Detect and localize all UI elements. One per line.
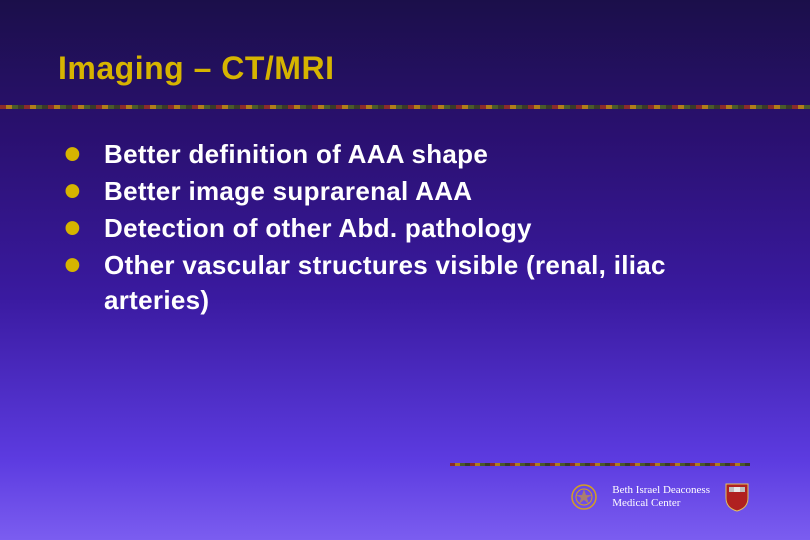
title-divider: [0, 105, 810, 109]
org-name: Beth Israel Deaconess Medical Center: [612, 484, 710, 509]
org-logo-block: Beth Israel Deaconess Medical Center: [612, 484, 710, 509]
slide: Imaging – CT/MRI Better definition of AA…: [0, 0, 810, 540]
org-name-line2: Medical Center: [612, 497, 710, 510]
bullet-item: Better image suprarenal AAA: [64, 174, 752, 209]
bullet-item: Better definition of AAA shape: [64, 137, 752, 172]
footer: Beth Israel Deaconess Medical Center: [570, 482, 750, 512]
slide-title: Imaging – CT/MRI: [58, 50, 752, 87]
footer-divider: [450, 463, 750, 466]
bullet-list: Better definition of AAA shape Better im…: [58, 137, 752, 318]
bullet-item: Detection of other Abd. pathology: [64, 211, 752, 246]
seal-icon: [570, 483, 598, 511]
shield-icon: [724, 482, 750, 512]
org-name-line1: Beth Israel Deaconess: [612, 484, 710, 497]
bullet-item: Other vascular structures visible (renal…: [64, 248, 752, 318]
